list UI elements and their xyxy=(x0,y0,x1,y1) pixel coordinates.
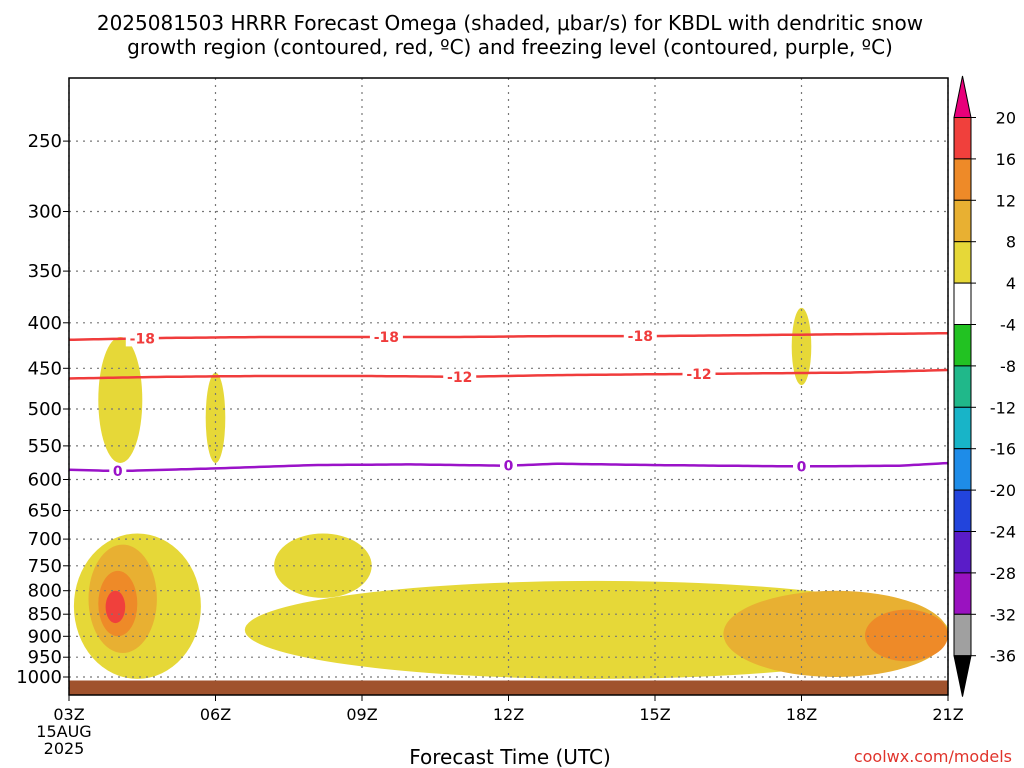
contour-line xyxy=(68,331,949,342)
colorbar-tick-label: 20 xyxy=(996,109,1016,128)
colorbar-bin xyxy=(953,199,972,243)
omega-region xyxy=(105,590,126,624)
date-label-year: 2025 xyxy=(44,739,85,758)
colorbar-tick-label: -36 xyxy=(990,647,1016,666)
contour-label: -12 xyxy=(686,367,711,383)
x-tick-label: 21Z xyxy=(932,705,963,724)
colorbar-tick-label: -8 xyxy=(1000,357,1016,376)
colorbar-tick-label: -20 xyxy=(990,481,1016,500)
contour-label-bg xyxy=(443,368,477,385)
colorbar-tick-label: 4 xyxy=(1006,274,1016,293)
y-tick-label: 600 xyxy=(28,470,62,491)
colorbar-tick-label: 16 xyxy=(996,150,1016,169)
temperature-contours: -18 -18 -18 -12 -12 0 0 0 xyxy=(68,328,949,480)
chart-title-line1: 2025081503 HRRR Forecast Omega (shaded, … xyxy=(97,11,923,35)
colorbar-bin xyxy=(953,448,972,491)
contour-label: 0 xyxy=(797,459,807,475)
y-tick-label: 500 xyxy=(28,399,62,420)
colorbar-bin xyxy=(953,117,972,160)
y-axis-pressure: 2503003504004505005506006507007508008509… xyxy=(16,131,69,688)
x-axis-label: Forecast Time (UTC) xyxy=(409,745,611,768)
colorbar-tick-label: -28 xyxy=(990,564,1016,583)
contour-label-bg xyxy=(682,365,716,382)
y-tick-label: 450 xyxy=(28,358,62,379)
contour-label: -18 xyxy=(628,329,653,345)
colorbar: 20 16 12 8 4 -4 -8 -12 -16 -20 -24 -28 -32 -36 xyxy=(953,75,1016,697)
colorbar-tick-label: -12 xyxy=(990,398,1016,417)
y-tick-label: 850 xyxy=(28,604,62,625)
x-tick-label: 12Z xyxy=(493,705,524,724)
y-tick-label: 950 xyxy=(28,647,62,668)
x-tick-label: 06Z xyxy=(200,705,231,724)
contour-label: -18 xyxy=(130,331,155,347)
contour-label-bg xyxy=(623,328,657,345)
y-tick-label: 550 xyxy=(28,436,62,457)
y-tick-label: 700 xyxy=(28,529,62,550)
plot-area: -18 -18 -18 -12 -12 0 0 0 xyxy=(68,77,949,696)
x-tick-label: 15Z xyxy=(639,705,670,724)
x-tick-label: 18Z xyxy=(786,705,817,724)
terrain-ground-bar xyxy=(69,680,948,695)
colorbar-bin xyxy=(953,406,972,450)
colorbar-tick-label: -24 xyxy=(990,523,1016,542)
y-tick-label: 800 xyxy=(28,581,62,602)
y-tick-label: 350 xyxy=(28,261,62,282)
contour-label: -18 xyxy=(374,330,399,346)
omega-region xyxy=(98,337,143,463)
colorbar-bin xyxy=(953,158,972,201)
x-axis-time: 03Z 06Z 09Z 12Z 15Z 18Z 21Z xyxy=(53,695,964,724)
contour-label-bg xyxy=(369,329,403,345)
colorbar-tick-label: 12 xyxy=(996,191,1016,210)
x-tick-label: 09Z xyxy=(346,705,377,724)
y-tick-label: 1000 xyxy=(16,667,62,688)
contour-label: -12 xyxy=(447,370,472,386)
colorbar-tick-label: 8 xyxy=(1006,233,1016,252)
colorbar-bin xyxy=(953,365,972,408)
chart-title-line2: growth region (contoured, red, ºC) and f… xyxy=(127,35,893,59)
omega-region xyxy=(205,372,226,463)
y-tick-label: 400 xyxy=(28,313,62,334)
colorbar-bin xyxy=(953,489,972,533)
omega-region xyxy=(791,307,812,386)
colorbar-bin xyxy=(953,324,972,367)
colorbar-bin xyxy=(953,655,972,697)
y-tick-label: 300 xyxy=(28,202,62,223)
colorbar-bin xyxy=(953,572,972,615)
colorbar-bin xyxy=(953,613,972,657)
colorbar-bin xyxy=(953,241,972,284)
x-tick-label: 03Z xyxy=(53,705,84,724)
colorbar-bin xyxy=(953,282,972,326)
contour-label: 0 xyxy=(113,464,123,480)
colorbar-tick-label: -16 xyxy=(990,440,1016,459)
omega-region xyxy=(865,609,948,662)
colorbar-tick-label: -32 xyxy=(990,605,1016,624)
colorbar-bin xyxy=(953,75,972,118)
y-tick-label: 250 xyxy=(28,131,62,152)
contour-label-bg xyxy=(125,330,159,347)
contour-label-bg xyxy=(793,458,810,475)
date-label-day: 15AUG xyxy=(36,722,91,741)
credit-link[interactable]: coolwx.com/models xyxy=(854,747,1012,766)
contour-line xyxy=(68,368,949,380)
omega-shading xyxy=(73,307,948,679)
colorbar-tick-label: -4 xyxy=(1000,316,1016,335)
y-tick-label: 900 xyxy=(28,626,62,647)
contour-label-bg xyxy=(500,457,517,474)
y-tick-label: 750 xyxy=(28,556,62,577)
y-tick-label: 650 xyxy=(28,501,62,522)
contour-label-bg xyxy=(109,463,127,479)
colorbar-bin xyxy=(953,531,972,574)
contour-label: 0 xyxy=(504,459,514,475)
